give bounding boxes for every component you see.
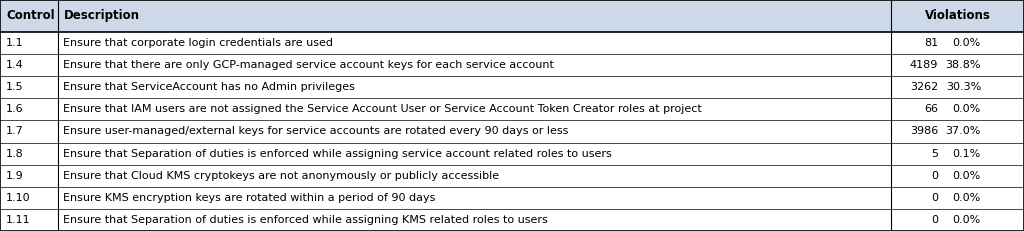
Text: Ensure user-managed/external keys for service accounts are rotated every 90 days: Ensure user-managed/external keys for se… bbox=[63, 126, 569, 137]
Text: 1.4: 1.4 bbox=[6, 60, 24, 70]
Text: 4189: 4189 bbox=[909, 60, 938, 70]
Text: Ensure that IAM users are not assigned the Service Account User or Service Accou: Ensure that IAM users are not assigned t… bbox=[63, 104, 702, 114]
Text: 1.1: 1.1 bbox=[6, 38, 24, 48]
Text: Ensure that Separation of duties is enforced while assigning service account rel: Ensure that Separation of duties is enfo… bbox=[63, 149, 612, 158]
Text: Ensure that Cloud KMS cryptokeys are not anonymously or publicly accessible: Ensure that Cloud KMS cryptokeys are not… bbox=[63, 171, 500, 181]
Text: 3262: 3262 bbox=[909, 82, 938, 92]
Text: 1.6: 1.6 bbox=[6, 104, 24, 114]
Text: 1.5: 1.5 bbox=[6, 82, 24, 92]
Text: 5: 5 bbox=[931, 149, 938, 158]
Text: 81: 81 bbox=[924, 38, 938, 48]
Text: 0: 0 bbox=[931, 171, 938, 181]
Text: 30.3%: 30.3% bbox=[946, 82, 981, 92]
Text: 1.7: 1.7 bbox=[6, 126, 24, 137]
Text: 1.11: 1.11 bbox=[6, 215, 31, 225]
Text: Ensure that corporate login credentials are used: Ensure that corporate login credentials … bbox=[63, 38, 334, 48]
Text: 0.0%: 0.0% bbox=[952, 104, 981, 114]
Text: 38.8%: 38.8% bbox=[945, 60, 981, 70]
Text: 1.10: 1.10 bbox=[6, 193, 31, 203]
Text: 0: 0 bbox=[931, 193, 938, 203]
Text: 1.9: 1.9 bbox=[6, 171, 24, 181]
Bar bbox=[0, 0, 1024, 32]
Text: 0.1%: 0.1% bbox=[952, 149, 981, 158]
Text: 0.0%: 0.0% bbox=[952, 38, 981, 48]
Text: Ensure that ServiceAccount has no Admin privileges: Ensure that ServiceAccount has no Admin … bbox=[63, 82, 355, 92]
Text: Ensure that there are only GCP-managed service account keys for each service acc: Ensure that there are only GCP-managed s… bbox=[63, 60, 554, 70]
Text: 37.0%: 37.0% bbox=[945, 126, 981, 137]
Text: Ensure KMS encryption keys are rotated within a period of 90 days: Ensure KMS encryption keys are rotated w… bbox=[63, 193, 436, 203]
Text: Control: Control bbox=[6, 9, 54, 22]
Text: Description: Description bbox=[63, 9, 139, 22]
Text: 0.0%: 0.0% bbox=[952, 215, 981, 225]
Text: 0.0%: 0.0% bbox=[952, 171, 981, 181]
Text: Ensure that Separation of duties is enforced while assigning KMS related roles t: Ensure that Separation of duties is enfo… bbox=[63, 215, 548, 225]
Text: Violations: Violations bbox=[925, 9, 990, 22]
Text: 66: 66 bbox=[924, 104, 938, 114]
Text: 1.8: 1.8 bbox=[6, 149, 24, 158]
Text: 3986: 3986 bbox=[909, 126, 938, 137]
Text: 0: 0 bbox=[931, 215, 938, 225]
Text: 0.0%: 0.0% bbox=[952, 193, 981, 203]
